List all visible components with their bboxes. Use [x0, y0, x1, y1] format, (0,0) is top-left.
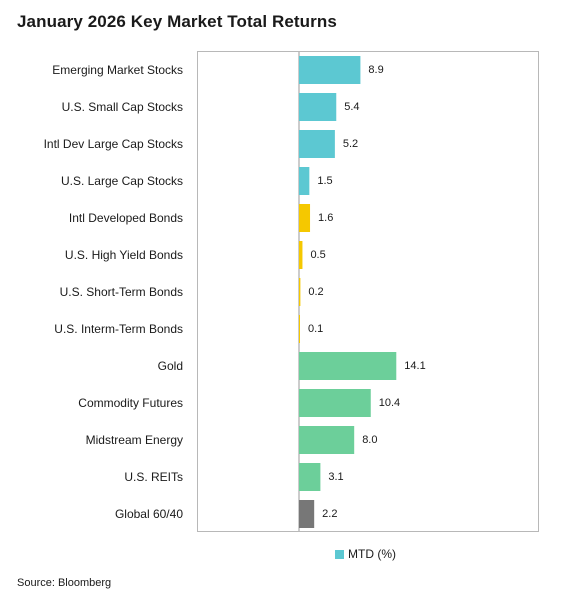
category-label: Intl Dev Large Cap Stocks	[43, 137, 183, 151]
data-label: 8.9	[368, 64, 384, 76]
bar	[299, 204, 311, 232]
category-label: U.S. REITs	[124, 470, 183, 484]
category-label: Midstream Energy	[85, 433, 183, 447]
legend-swatch	[335, 549, 344, 559]
bar	[299, 315, 300, 343]
category-label: U.S. Interm-Term Bonds	[54, 322, 183, 336]
data-label: 5.2	[342, 138, 359, 150]
bar	[299, 241, 303, 269]
plot-frame	[197, 51, 539, 532]
category-label: U.S. Large Cap Stocks	[60, 174, 183, 188]
category-label: Emerging Market Stocks	[52, 63, 183, 77]
bar	[299, 352, 397, 380]
category-label: Intl Developed Bonds	[68, 211, 183, 225]
legend-label: MTD (%)	[348, 547, 396, 561]
bar	[299, 130, 335, 158]
data-label: 8.0	[362, 434, 378, 446]
bar	[299, 167, 310, 195]
data-label: 1.5	[317, 175, 333, 187]
bar	[299, 389, 371, 417]
data-label: 2.2	[322, 508, 338, 520]
chart-title: January 2026 Key Market Total Returns	[17, 12, 337, 31]
data-label: 3.1	[328, 471, 344, 483]
source-note: Source: Bloomberg	[17, 577, 112, 589]
bar	[299, 278, 301, 306]
category-label: U.S. Small Cap Stocks	[61, 100, 183, 114]
category-label: U.S. Short-Term Bonds	[59, 285, 183, 299]
category-label: Global 60/40	[114, 507, 183, 521]
data-label: 10.4	[378, 397, 401, 409]
category-label: Gold	[157, 359, 183, 373]
bar	[299, 426, 355, 454]
data-label: 14.1	[404, 360, 426, 372]
legend: MTD (%)	[335, 547, 396, 561]
data-label: 0.1	[308, 323, 324, 335]
bar	[299, 500, 315, 528]
category-label: Commodity Futures	[78, 396, 183, 410]
bar	[299, 93, 337, 121]
data-label: 1.6	[318, 212, 334, 224]
category-label: U.S. High Yield Bonds	[64, 248, 183, 262]
bar	[299, 463, 321, 491]
data-label: 0.2	[308, 286, 324, 298]
data-label: 5.4	[344, 101, 360, 113]
bar	[299, 56, 361, 84]
data-label: 0.5	[310, 249, 326, 261]
